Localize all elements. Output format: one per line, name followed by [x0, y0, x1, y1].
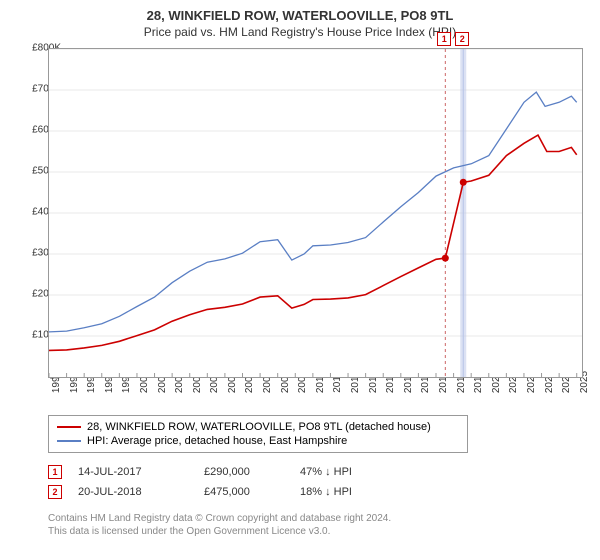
legend-entry: HPI: Average price, detached house, East… — [57, 434, 459, 448]
legend-swatch — [57, 426, 81, 428]
sale-marker-badge: 1 — [437, 32, 451, 46]
sales-row: 2 20-JUL-2018 £475,000 18% ↓ HPI — [48, 482, 390, 502]
plot-area — [48, 48, 583, 378]
sale-price: £475,000 — [204, 486, 284, 498]
sale-marker-badge: 2 — [455, 32, 469, 46]
footer-attribution: Contains HM Land Registry data © Crown c… — [48, 512, 391, 538]
sale-pct: 47% ↓ HPI — [300, 466, 390, 478]
sales-row: 1 14-JUL-2017 £290,000 47% ↓ HPI — [48, 462, 390, 482]
legend: 28, WINKFIELD ROW, WATERLOOVILLE, PO8 9T… — [48, 415, 468, 453]
sale-marker-icon: 1 — [48, 465, 62, 479]
legend-label: 28, WINKFIELD ROW, WATERLOOVILLE, PO8 9T… — [87, 421, 431, 433]
sale-pct: 18% ↓ HPI — [300, 486, 390, 498]
chart-title: 28, WINKFIELD ROW, WATERLOOVILLE, PO8 9T… — [0, 0, 600, 23]
sales-table: 1 14-JUL-2017 £290,000 47% ↓ HPI 2 20-JU… — [48, 462, 390, 502]
legend-label: HPI: Average price, detached house, East… — [87, 435, 347, 447]
legend-swatch — [57, 440, 81, 442]
chart-subtitle: Price paid vs. HM Land Registry's House … — [0, 23, 600, 45]
footer-line: This data is licensed under the Open Gov… — [48, 525, 391, 538]
sale-date: 20-JUL-2018 — [78, 486, 188, 498]
chart-container: 28, WINKFIELD ROW, WATERLOOVILLE, PO8 9T… — [0, 0, 600, 560]
sale-marker-icon: 2 — [48, 485, 62, 499]
legend-entry: 28, WINKFIELD ROW, WATERLOOVILLE, PO8 9T… — [57, 420, 459, 434]
sale-date: 14-JUL-2017 — [78, 466, 188, 478]
footer-line: Contains HM Land Registry data © Crown c… — [48, 512, 391, 525]
line-chart-svg — [49, 49, 582, 377]
sale-price: £290,000 — [204, 466, 284, 478]
